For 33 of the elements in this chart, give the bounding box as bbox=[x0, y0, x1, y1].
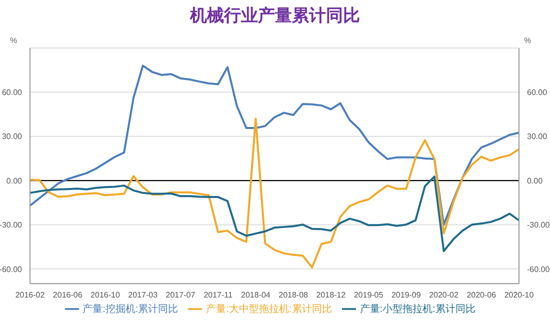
x-tick-label: 2016-02 bbox=[15, 290, 46, 300]
chart-title: 机械行业产量累计同比 bbox=[188, 5, 361, 27]
y-tick-label: 0.00 bbox=[6, 176, 23, 186]
legend-label: 产量:挖掘机:累计同比 bbox=[82, 304, 178, 315]
y-axis-title: % bbox=[10, 36, 18, 45]
y-tick-label: -60.00 bbox=[0, 264, 23, 274]
line-series bbox=[30, 118, 519, 268]
y-tick-label: -30.00 bbox=[0, 220, 23, 230]
x-tick-label: 2016-10 bbox=[90, 290, 120, 300]
y2-tick-label: 60.00 bbox=[527, 88, 548, 98]
y-tick-label: 60.00 bbox=[2, 88, 23, 98]
y-tick-label: 30.00 bbox=[2, 132, 23, 142]
y2-tick-label: -60.00 bbox=[527, 264, 550, 274]
legend-label: 产量:小型拖拉机:累计同比 bbox=[360, 304, 476, 315]
y2-tick-label: 0.00 bbox=[527, 176, 544, 186]
x-tick-label: 2016-06 bbox=[52, 290, 83, 300]
x-tick-label: 2020-10 bbox=[504, 290, 534, 300]
x-tick-label: 2019-09 bbox=[391, 290, 422, 300]
x-tick-label: 2017-07 bbox=[166, 290, 196, 300]
x-tick-label: 2018-08 bbox=[278, 290, 309, 300]
x-tick-label: 2019-05 bbox=[354, 290, 384, 300]
x-tick-label: 2018-12 bbox=[316, 290, 346, 300]
x-tick-label: 2017-03 bbox=[128, 290, 158, 300]
legend-label: 产量:大中型拖拉机:累计同比 bbox=[206, 304, 332, 315]
line-series bbox=[30, 64, 519, 226]
y2-tick-label: 30.00 bbox=[527, 132, 548, 142]
y2-tick-label: -30.00 bbox=[527, 220, 550, 230]
x-tick-label: 2017-11 bbox=[204, 290, 234, 300]
x-tick-label: 2020-02 bbox=[429, 290, 459, 300]
x-tick-label: 2018-04 bbox=[241, 290, 271, 300]
x-tick-label: 2020-06 bbox=[466, 290, 497, 300]
y2-axis-title: % bbox=[524, 36, 532, 45]
line-series bbox=[30, 176, 519, 252]
